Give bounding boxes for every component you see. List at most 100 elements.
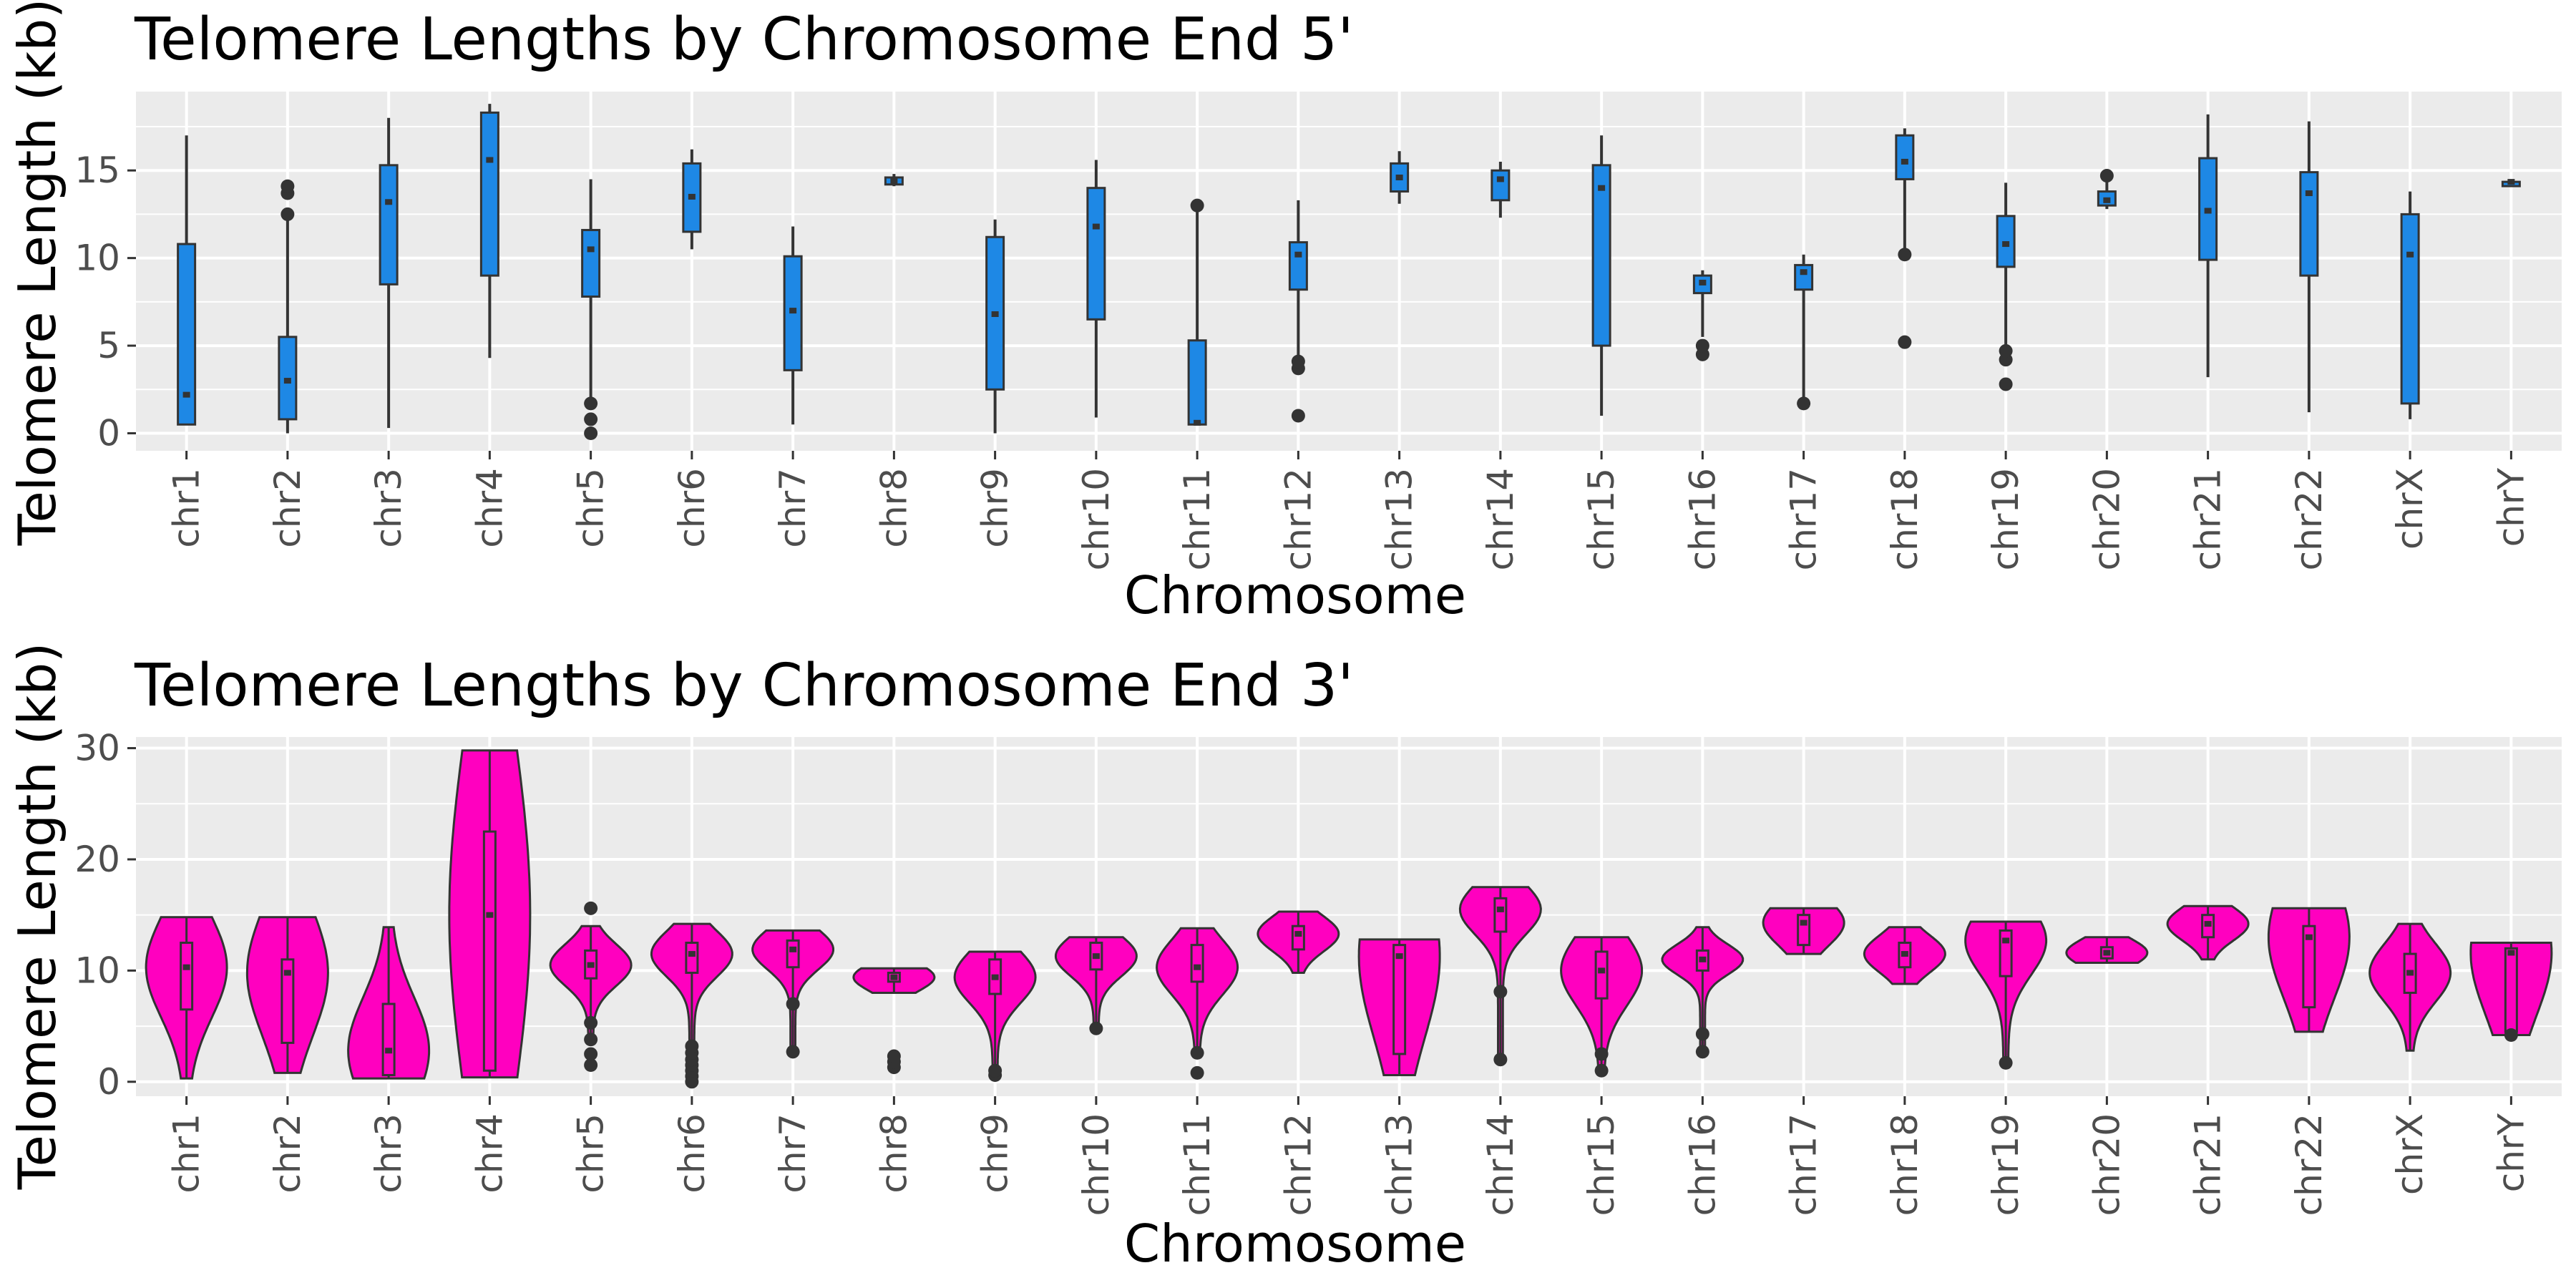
y-axis: 0 5 10 15 [74,150,136,454]
x-tick-label: chr10 [1075,1113,1117,1216]
box [2504,947,2518,1033]
outlier-point [280,179,295,193]
median-marker [1699,279,1707,286]
plot-panel [136,92,2562,451]
median-marker [385,1048,393,1054]
median-marker [385,199,393,205]
x-tick-label: chr3 [368,1113,409,1194]
outlier-point [887,1049,901,1063]
x-axis-title: Chromosome [1124,1214,1466,1274]
violin-chr6 [682,149,702,250]
box [1692,274,1712,295]
x-tick-label: chr20 [2086,1113,2127,1216]
violin-chrX [2368,922,2452,1052]
box [2400,213,2420,405]
chart-3-prime: Telomere Lengths by Chromosome End 3' 0 1… [7,643,2562,1274]
median-marker [1395,174,1403,180]
y-tick-label: 0 [97,413,120,454]
median-marker [1496,176,1504,182]
median-marker [2002,241,2010,248]
x-tick-label: chr22 [2288,1113,2330,1216]
violin-chr15 [1560,936,1644,1078]
median-marker [2305,934,2313,940]
outlier-point [584,396,598,411]
outlier-point [584,1015,598,1030]
median-marker [2406,970,2414,976]
box [1591,164,1611,347]
median-marker [1901,158,1908,165]
x-tick-label: chr1 [166,1113,208,1194]
x-tick-label: chr3 [368,468,409,548]
violin-chr8 [884,174,904,187]
outlier-point [1898,248,1912,262]
y-tick-label: 5 [97,325,120,366]
outlier-point [1999,1055,2013,1070]
outlier-point [1493,1053,1508,1067]
median-marker [182,391,190,398]
box [1086,187,1106,321]
x-tick-label: chr9 [975,1113,1016,1194]
median-marker [2204,921,2212,927]
median-marker [1598,967,1606,974]
outlier-point [786,1045,800,1059]
median-marker [182,964,190,970]
median-marker [789,946,797,952]
median-marker [283,970,291,976]
box [1794,263,1814,291]
box [482,830,497,1072]
median-marker [1194,964,1201,970]
y-tick-label: 0 [97,1061,120,1103]
violin-chr16 [1661,926,1745,1059]
x-tick-label: chr22 [2288,468,2330,570]
x-tick-label: chr6 [671,468,713,548]
x-tick-label: chr14 [1480,468,1521,570]
box [1288,241,1308,291]
x-tick-label: chr15 [1581,468,1622,570]
outlier-point [1695,1045,1709,1059]
outlier-point [1190,1065,1204,1080]
violin-chr18 [1895,128,1915,349]
x-tick-label: chr18 [1884,1113,1926,1216]
median-marker [587,962,595,968]
median-marker [688,193,696,200]
x-tick-label: chr8 [873,1113,914,1194]
x-tick-label: chrY [2490,1113,2532,1193]
box [379,164,399,286]
median-marker [991,974,999,980]
chart-5-prime: Telomere Lengths by Chromosome End 5' 0 5… [7,0,2562,625]
median-marker [587,246,595,253]
x-tick-label: chr9 [975,468,1016,548]
y-tick-label: 10 [74,950,120,991]
violin-chr7 [751,929,834,1059]
median-marker [1598,185,1606,191]
violin-chr3 [347,926,431,1080]
y-tick-label: 15 [74,150,120,191]
x-tick-label: chr21 [2187,1113,2229,1216]
x-tick-label: chr13 [1379,1113,1420,1216]
median-marker [991,311,999,317]
y-tick-label: 10 [74,238,120,279]
x-tick-label: chr19 [1985,468,2026,570]
outlier-point [584,1047,598,1061]
violin-chr21 [2166,904,2250,961]
box [1594,950,1609,1000]
x-tick-label: chr5 [570,468,612,548]
violin-chr2 [245,916,329,1074]
box [381,1002,396,1076]
violin-chr22 [2299,121,2319,413]
outlier-point [1695,1027,1709,1041]
outlier-point [1594,1047,1609,1061]
x-tick-label: chr2 [267,1113,308,1194]
box [786,939,800,969]
outlier-point [1190,198,1204,213]
outlier-point [2504,1028,2518,1043]
x-tick-label: chr16 [1682,468,1723,570]
median-marker [2406,251,2414,258]
median-marker [1800,919,1807,926]
x-tick-label: chr13 [1379,468,1420,570]
x-tick-label: chr4 [469,468,510,548]
violin-chr5 [549,901,633,1072]
outlier-point [584,1058,598,1072]
chart-title: Telomere Lengths by Chromosome End 3' [134,652,1354,720]
